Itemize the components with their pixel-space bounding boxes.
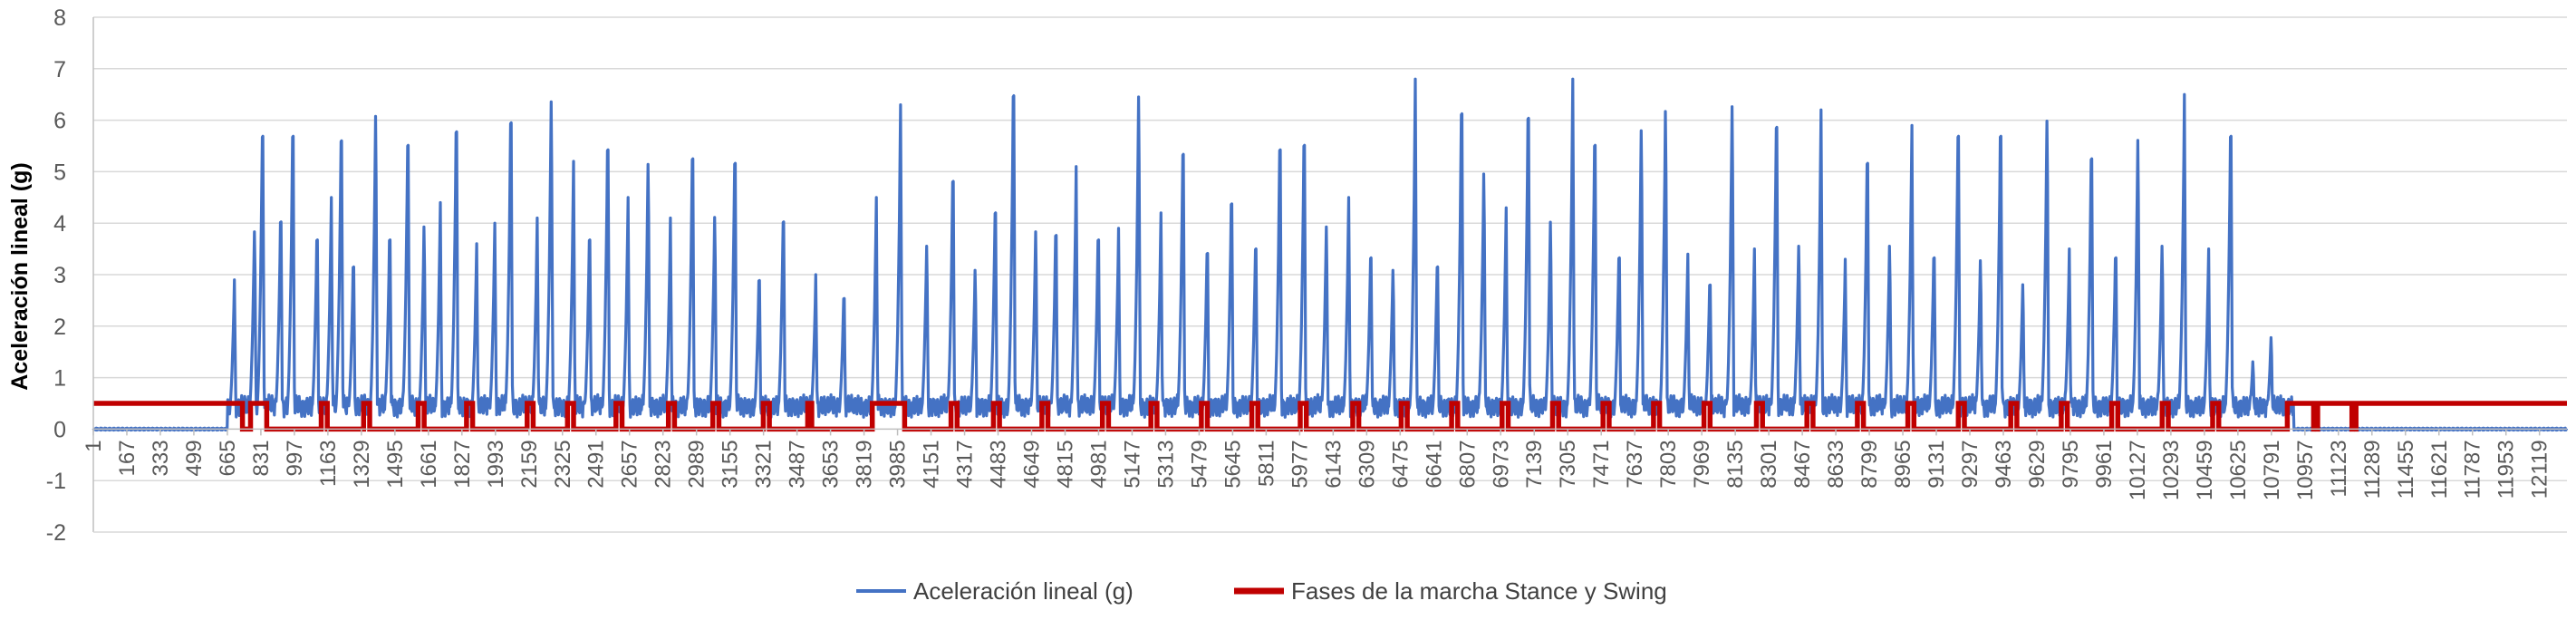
x-tick-label: 8301 [1757, 440, 1781, 488]
x-tick-label: 6641 [1422, 440, 1446, 488]
x-tick-label: 1827 [450, 440, 475, 488]
x-tick-label: 1661 [417, 440, 441, 488]
x-tick-label: 831 [249, 440, 274, 476]
x-tick-label: 3985 [886, 440, 911, 488]
x-tick-label: 10625 [2226, 440, 2251, 500]
acceleration-line [92, 77, 2569, 432]
y-tick-label: 8 [53, 5, 66, 31]
x-tick-label: 7969 [1690, 440, 1714, 488]
x-tick-label: 1163 [316, 440, 341, 487]
x-tick-label: 665 [216, 440, 240, 476]
x-tick-label: 9131 [1925, 440, 1949, 488]
x-tick-label: 1 [82, 440, 106, 451]
x-tick-label: 5147 [1120, 440, 1144, 488]
x-tick-label: 9795 [2059, 440, 2083, 488]
x-tick-label: 12119 [2528, 440, 2552, 499]
x-tick-label: 10957 [2293, 440, 2318, 500]
x-tick-label: 11289 [2360, 440, 2385, 499]
gait-phase-line [93, 401, 2567, 432]
y-tick-label: -1 [46, 469, 66, 494]
x-tick-label: 499 [182, 440, 207, 476]
x-tick-label: 167 [115, 440, 140, 476]
x-tick-label: 7471 [1589, 440, 1614, 488]
x-tick-label: 8965 [1891, 440, 1915, 488]
x-tick-label: 5811 [1254, 440, 1278, 487]
x-tick-label: 11621 [2427, 440, 2452, 499]
x-tick-label: 9629 [2025, 440, 2050, 488]
y-axis-title: Aceleración lineal (g) [7, 162, 33, 390]
x-tick-label: 11123 [2327, 440, 2351, 497]
x-tick-label: 11953 [2494, 440, 2519, 499]
x-tick-label: 10791 [2260, 440, 2284, 500]
y-tick-label: 3 [53, 263, 66, 288]
x-tick-label: 333 [149, 440, 173, 476]
y-tick-label: -2 [46, 520, 66, 546]
y-tick-label: 6 [53, 109, 66, 134]
x-tick-label: 10459 [2193, 440, 2217, 500]
y-tick-label: 4 [53, 211, 66, 237]
legend-label-acceleration: Aceleración lineal (g) [913, 577, 1134, 605]
legend-label-gait-phases: Fases de la marcha Stance y Swing [1291, 577, 1667, 605]
y-tick-label: 2 [53, 315, 66, 340]
x-tick-label: 8467 [1790, 440, 1815, 488]
x-tick-label: 3819 [853, 440, 877, 488]
x-tick-label: 9297 [1958, 440, 1983, 488]
x-tick-label: 3487 [786, 440, 810, 488]
x-tick-label: 6973 [1489, 440, 1513, 488]
x-tick-label: 4649 [1020, 440, 1045, 488]
x-tick-label: 11787 [2461, 440, 2485, 499]
axes: -2 -1 0 1 2 3 4 5 6 7 8 1 167 333 499 665 831 997 1163 1329… [46, 5, 2567, 546]
x-tick-label: 8799 [1857, 440, 1882, 488]
x-tick-label: 3321 [752, 440, 777, 488]
x-tick-label: 9961 [2092, 440, 2117, 488]
x-tick-label: 8633 [1824, 440, 1848, 488]
y-tick-label: 5 [53, 160, 66, 185]
x-tick-label: 2657 [618, 440, 642, 488]
x-tick-label: 4483 [987, 440, 1011, 488]
x-tick-label: 2989 [685, 440, 709, 488]
x-tick-label: 11455 [2394, 440, 2418, 499]
x-tick-label: 4981 [1086, 440, 1111, 488]
x-tick-label: 6475 [1388, 440, 1413, 488]
x-tick-label: 4317 [953, 440, 978, 488]
x-tick-label: 4815 [1053, 440, 1077, 488]
y-tick-label: 7 [53, 57, 66, 82]
x-tick-label: 5645 [1220, 440, 1245, 488]
x-tick-label: 4151 [920, 440, 944, 488]
x-tick-label: 7637 [1623, 440, 1647, 488]
x-tick-label: 6143 [1321, 440, 1346, 488]
x-tick-label: 5479 [1187, 440, 1211, 488]
x-tick-label: 5313 [1153, 440, 1178, 488]
x-tick-label: 7803 [1656, 440, 1681, 488]
x-tick-label: 1329 [350, 440, 374, 488]
x-tick-label: 3653 [819, 440, 844, 488]
x-tick-label: 997 [283, 440, 307, 476]
x-tick-label: 6807 [1455, 440, 1480, 488]
x-tick-label: 7139 [1522, 440, 1547, 488]
x-tick-label: 2491 [584, 440, 609, 488]
x-tick-label: 2159 [517, 440, 542, 488]
x-tick-label: 10127 [2126, 440, 2150, 500]
x-tick-label: 6309 [1355, 440, 1379, 488]
x-tick-label: 2823 [651, 440, 676, 488]
x-tick-label: 1495 [383, 440, 408, 488]
x-tick-label: 9463 [1992, 440, 2016, 488]
y-tick-label: 1 [53, 366, 66, 392]
y-tick-label: 0 [53, 417, 66, 442]
x-tick-label: 3155 [719, 440, 743, 488]
plot-series [92, 77, 2569, 432]
legend: Aceleración lineal (g) Fases de la march… [856, 577, 1667, 605]
x-tick-label: 10293 [2159, 440, 2184, 500]
x-tick-label: 7305 [1556, 440, 1580, 488]
x-tick-label: 8135 [1723, 440, 1748, 488]
x-tick-label: 2325 [551, 440, 575, 488]
x-tick-label: 1993 [484, 440, 508, 488]
x-tick-label: 5977 [1288, 440, 1312, 488]
